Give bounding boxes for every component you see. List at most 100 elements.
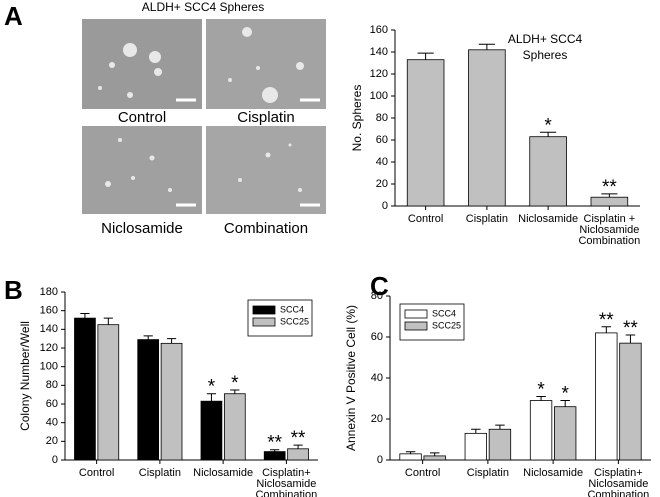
- error-bar: [601, 193, 618, 198]
- bar: [200, 400, 223, 461]
- y-axis-label: Colony Number/Well: [18, 321, 32, 431]
- y-tick-label: 160: [40, 305, 58, 317]
- spheres: [98, 27, 304, 192]
- bar: [137, 339, 160, 461]
- micrograph-label: Niclosamide: [101, 220, 183, 237]
- y-tick-label: 40: [46, 417, 58, 429]
- y-tick-label: 0: [52, 454, 58, 466]
- panel-letter: C: [370, 271, 389, 301]
- error-bar: [560, 400, 570, 407]
- x-tick-label: Niclosamide: [256, 478, 316, 490]
- bar: [399, 453, 422, 461]
- x-tick-label: Niclosamide: [588, 478, 648, 490]
- legend-swatch: [252, 305, 276, 315]
- bar: [464, 432, 487, 461]
- error-bar: [143, 335, 153, 340]
- micrographs: [82, 19, 326, 214]
- x-tick-label: Niclosamide: [579, 224, 639, 236]
- y-tick-label: 80: [46, 379, 58, 391]
- bar: [97, 324, 120, 461]
- bar: [468, 49, 506, 207]
- y-tick-label: 20: [46, 435, 58, 447]
- annotation: Spheres: [523, 48, 568, 62]
- bar: [529, 400, 553, 461]
- error-bar: [417, 52, 434, 60]
- error-bar: [270, 449, 280, 452]
- y-tick-label: 120: [40, 342, 58, 354]
- bar: [554, 406, 577, 461]
- x-tick-label: Cisplatin: [466, 213, 508, 225]
- significance-marker: *: [561, 384, 569, 405]
- error-bar: [103, 317, 113, 325]
- bar: [529, 136, 567, 207]
- x-tick-label: Combination: [255, 489, 317, 497]
- micrograph-label: Cisplatin: [237, 109, 295, 126]
- legend-swatch: [404, 309, 428, 319]
- y-tick-label: 20: [376, 178, 388, 190]
- micrograph: [82, 19, 202, 109]
- error-bar: [293, 444, 303, 449]
- significance-marker: **: [291, 428, 306, 449]
- y-tick-label: 80: [376, 112, 388, 124]
- error-bar: [625, 334, 636, 344]
- error-bar: [536, 395, 546, 401]
- x-tick-label: Cisplatin +: [584, 213, 636, 225]
- significance-marker: **: [267, 433, 282, 454]
- y-tick-label: 40: [371, 372, 383, 384]
- significance-marker: **: [623, 318, 638, 339]
- legend-label: SCC25: [432, 320, 461, 330]
- x-tick-label: Cisplatin: [139, 467, 181, 479]
- panel-letter: B: [4, 275, 23, 305]
- y-tick-label: 100: [370, 90, 388, 102]
- panel-letter: A: [4, 1, 23, 31]
- significance-marker: *: [208, 377, 216, 398]
- micrograph-label: Control: [118, 109, 166, 126]
- error-bar: [166, 338, 177, 344]
- x-tick-label: Control: [408, 213, 443, 225]
- y-tick-label: 60: [376, 134, 388, 146]
- y-tick-label: 180: [40, 286, 58, 298]
- y-tick-label: 0: [377, 454, 383, 466]
- bar: [590, 196, 629, 207]
- significance-marker: *: [537, 379, 545, 400]
- bar: [406, 59, 445, 207]
- legend-swatch: [252, 317, 276, 327]
- error-bar: [80, 312, 90, 319]
- annotation: ALDH+ SCC4: [508, 32, 583, 46]
- y-tick-label: 20: [371, 413, 383, 425]
- error-bar: [429, 452, 440, 456]
- scale-bars: [176, 98, 320, 207]
- y-tick-label: 120: [370, 68, 388, 80]
- bar: [488, 428, 512, 461]
- error-bar: [601, 326, 612, 333]
- legend-label: SCC4: [280, 304, 304, 314]
- error-bar: [405, 451, 416, 454]
- y-tick-label: 140: [370, 46, 388, 58]
- error-bar: [495, 424, 505, 430]
- x-tick-label: Niclosamide: [193, 467, 253, 479]
- error-bar: [471, 428, 481, 434]
- significance-marker: *: [544, 115, 552, 136]
- y-tick-label: 80: [371, 290, 383, 302]
- error-bar: [540, 131, 557, 137]
- legend-swatch: [404, 321, 428, 331]
- x-tick-label: Cisplatin+: [262, 467, 311, 479]
- legend-label: SCC4: [432, 308, 456, 318]
- y-tick-label: 60: [46, 398, 58, 410]
- micrograph: [206, 126, 326, 214]
- x-tick-label: Control: [405, 467, 440, 479]
- y-tick-label: 40: [376, 156, 388, 168]
- bar: [595, 332, 618, 461]
- bar: [160, 342, 183, 461]
- bar: [619, 342, 642, 461]
- bar: [74, 317, 96, 461]
- x-tick-label: Niclosamide: [518, 213, 578, 225]
- significance-marker: **: [599, 310, 614, 331]
- micrograph-title: ALDH+ SCC4 Spheres: [142, 0, 264, 14]
- x-tick-label: Combination: [578, 235, 640, 247]
- x-tick-label: Cisplatin: [467, 467, 509, 479]
- micrograph-label: Combination: [224, 220, 308, 237]
- significance-marker: *: [231, 373, 239, 394]
- y-tick-label: 100: [40, 361, 58, 373]
